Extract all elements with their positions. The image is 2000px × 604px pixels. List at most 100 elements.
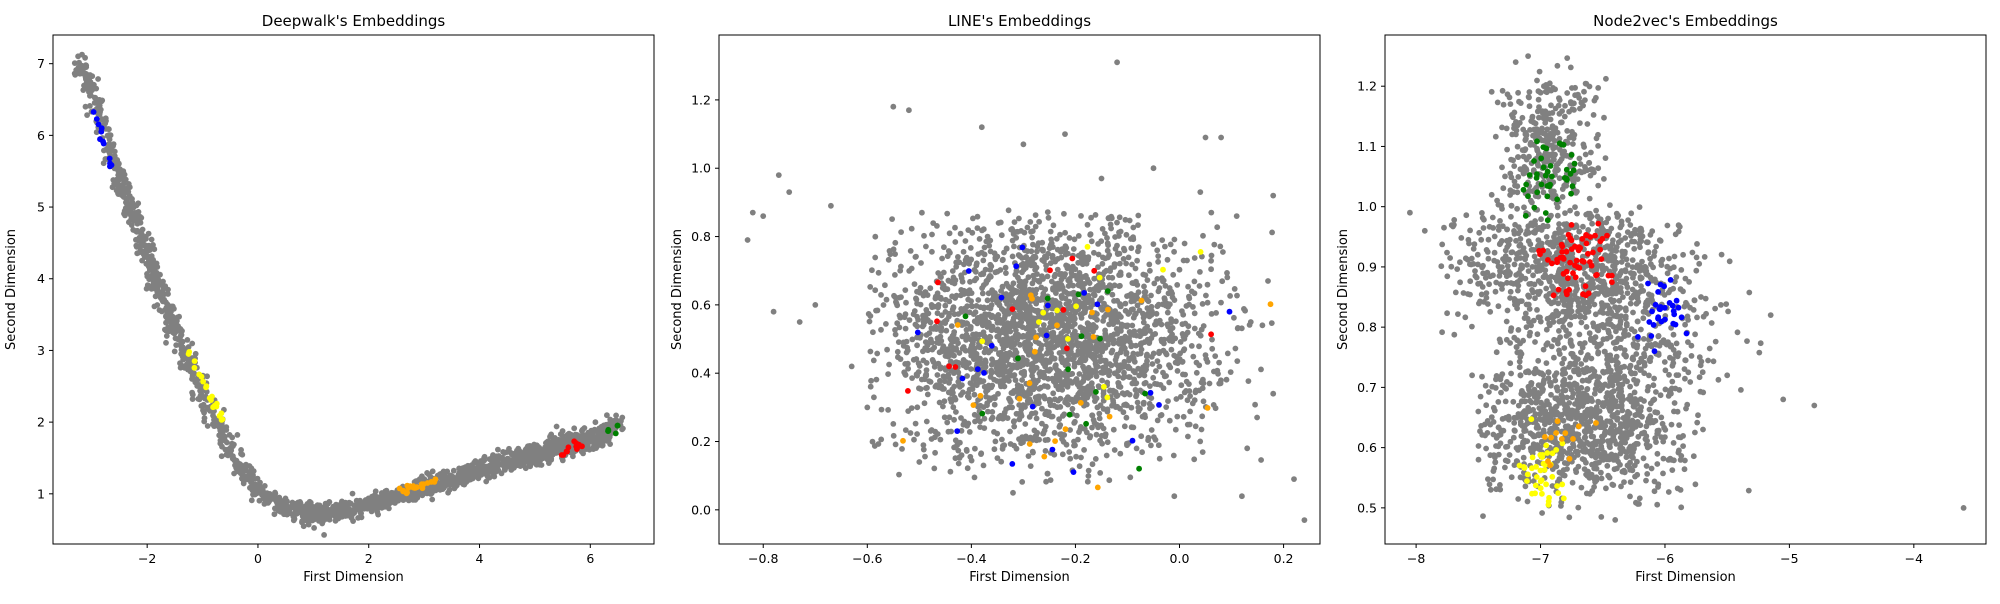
scatter-point-series-0 [867, 319, 873, 325]
scatter-point-series-0 [1192, 279, 1198, 285]
scatter-point-series-0 [879, 407, 885, 413]
scatter-point-series-0 [973, 381, 979, 387]
scatter-point-series-0 [1510, 114, 1516, 120]
scatter-point-series-1 [317, 503, 323, 509]
scatter-point-series-0 [960, 389, 966, 395]
scatter-point-series-0 [1166, 362, 1172, 368]
x-tick-label: 4 [476, 551, 484, 566]
scatter-point-series-0 [1181, 348, 1187, 354]
scatter-point-series-0 [1569, 129, 1575, 135]
scatter-point-series-0 [84, 77, 90, 83]
scatter-point-series-0 [262, 496, 268, 502]
scatter-point-series-0 [1011, 418, 1017, 424]
y-tick-label: 2 [37, 415, 45, 430]
scatter-point-series-0 [1209, 253, 1215, 259]
scatter-point-series-0 [992, 402, 998, 408]
scatter-point-series-0 [1601, 176, 1607, 182]
scatter-point-series-0 [1489, 89, 1495, 95]
scatter-point-series-0 [1192, 290, 1198, 296]
scatter-point-series-0 [959, 275, 965, 281]
scatter-point-series-0 [1105, 409, 1111, 415]
scatter-point-series-0 [944, 420, 950, 426]
scatter-point-series-1 [1021, 141, 1027, 147]
scatter-point-series-0 [981, 404, 987, 410]
scatter-point-series-2 [1013, 263, 1019, 269]
scatter-point-series-0 [931, 345, 937, 351]
scatter-point-series-0 [1595, 165, 1601, 171]
scatter-point-series-0 [1157, 364, 1163, 370]
scatter-point-series-0 [1038, 385, 1044, 391]
scatter-point-series-0 [1098, 238, 1104, 244]
scatter-point-series-0 [923, 339, 929, 345]
scatter-point-series-0 [931, 466, 937, 472]
scatter-point-series-0 [930, 357, 936, 363]
scatter-point-series-0 [152, 304, 158, 310]
scatter-point-series-2 [96, 122, 102, 128]
scatter-point-series-3 [1268, 301, 1274, 307]
scatter-point-series-0 [1147, 314, 1153, 320]
scatter-point-series-0 [1134, 392, 1140, 398]
scatter-point-series-0 [1231, 315, 1237, 321]
scatter-point-series-0 [1196, 343, 1202, 349]
scatter-point-series-0 [1115, 380, 1121, 386]
scatter-point-series-0 [1033, 395, 1039, 401]
scatter-point-series-0 [893, 299, 899, 305]
scatter-point-series-0 [1067, 378, 1073, 384]
scatter-point-series-0 [953, 345, 959, 351]
scatter-point-series-0 [1269, 320, 1275, 326]
scatter-point-series-0 [1094, 348, 1100, 354]
scatter-point-series-0 [957, 384, 963, 390]
scatter-point-series-0 [91, 83, 97, 89]
scatter-point-series-0 [1058, 249, 1064, 255]
scatter-point-series-0 [1190, 401, 1196, 407]
chart-title: Deepwalk's Embeddings [262, 12, 446, 30]
scatter-point-series-4 [401, 489, 407, 495]
y-tick-label: 1.2 [691, 92, 711, 107]
x-tick-label: 2 [365, 551, 373, 566]
scatter-point-series-0 [1258, 367, 1264, 373]
scatter-point-series-0 [942, 398, 948, 404]
scatter-point-series-0 [1157, 285, 1163, 291]
scatter-point-series-0 [1180, 321, 1186, 327]
scatter-point-series-0 [1048, 414, 1054, 420]
scatter-point-series-1 [527, 450, 533, 456]
scatter-point-series-2 [1045, 303, 1051, 309]
scatter-point-series-0 [896, 339, 902, 345]
scatter-point-series-0 [945, 354, 951, 360]
scatter-point-series-4 [1040, 310, 1046, 316]
scatter-point-series-0 [1194, 370, 1200, 376]
scatter-point-series-0 [201, 410, 207, 416]
scatter-point-series-0 [1136, 408, 1142, 414]
y-tick-label: 0.0 [691, 502, 711, 517]
scatter-point-series-0 [946, 314, 952, 320]
y-tick-label: 0.6 [691, 297, 711, 312]
scatter-point-series-0 [1106, 477, 1112, 483]
scatter-point-series-6 [605, 427, 611, 433]
scatter-point-series-0 [140, 227, 146, 233]
scatter-point-series-2 [1009, 461, 1015, 467]
scatter-point-series-0 [995, 391, 1001, 397]
scatter-point-series-0 [958, 415, 964, 421]
scatter-point-series-0 [1045, 251, 1051, 257]
scatter-point-series-2 [1156, 402, 1162, 408]
scatter-point-series-0 [1078, 455, 1084, 461]
scatter-point-series-0 [973, 331, 979, 337]
scatter-point-series-0 [902, 314, 908, 320]
scatter-point-series-0 [1030, 242, 1036, 248]
scatter-point-series-0 [83, 62, 89, 68]
scatter-point-series-0 [913, 356, 919, 362]
scatter-point-series-3 [219, 410, 225, 416]
scatter-point-series-0 [178, 333, 184, 339]
scatter-point-series-0 [1100, 255, 1106, 261]
scatter-point-series-1 [348, 501, 354, 507]
scatter-point-series-0 [1572, 92, 1578, 98]
scatter-point-series-0 [938, 437, 944, 443]
scatter-point-series-0 [897, 313, 903, 319]
scatter-point-series-3 [1033, 335, 1039, 341]
scatter-point-series-0 [949, 293, 955, 299]
scatter-point-series-0 [1111, 400, 1117, 406]
scatter-point-series-0 [1004, 369, 1010, 375]
scatter-point-series-0 [1216, 360, 1222, 366]
scatter-point-series-2 [1044, 333, 1050, 339]
scatter-point-series-0 [144, 244, 150, 250]
